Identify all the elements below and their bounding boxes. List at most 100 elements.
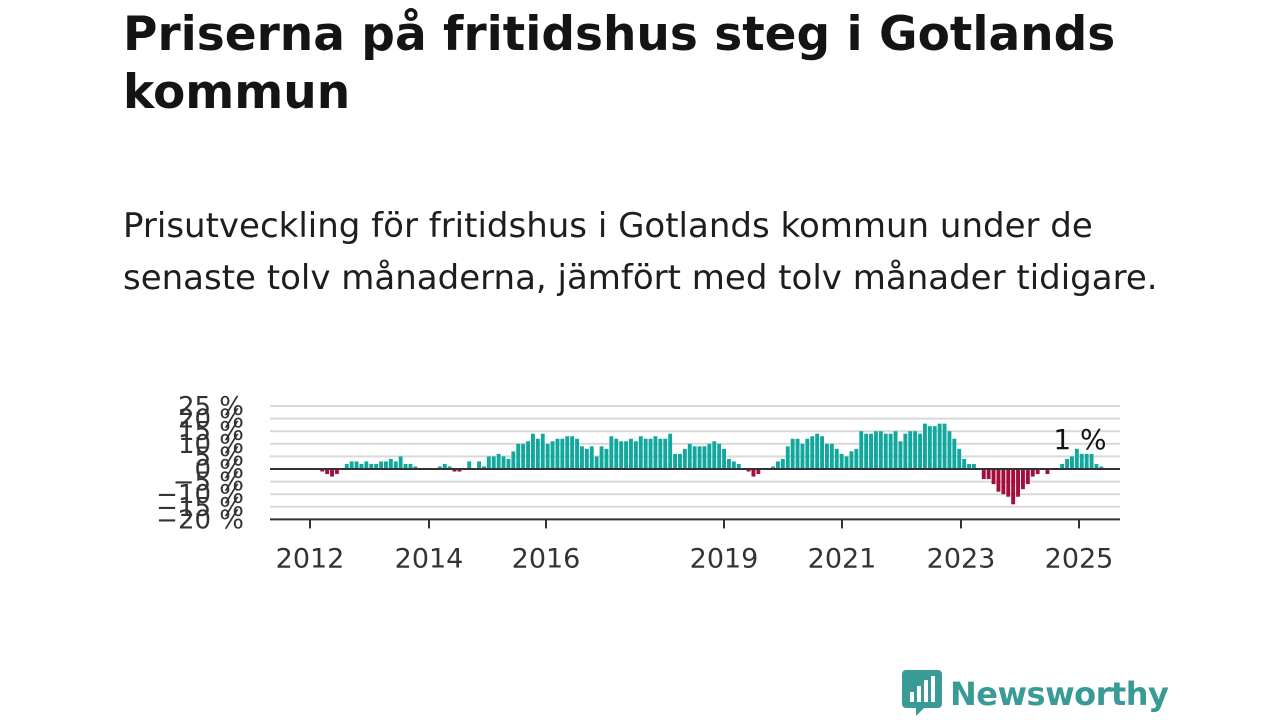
bar	[883, 433, 888, 469]
bar	[829, 443, 834, 469]
bar	[795, 438, 800, 469]
bar	[888, 433, 893, 469]
bar	[1030, 469, 1035, 477]
bar	[692, 446, 697, 469]
bar	[511, 451, 516, 469]
bar	[800, 443, 805, 469]
bar	[1079, 453, 1084, 469]
bar	[844, 456, 849, 469]
bar	[408, 463, 413, 469]
bar	[859, 431, 864, 469]
bar	[736, 463, 741, 469]
bar	[384, 461, 388, 469]
bar	[398, 456, 403, 469]
bar	[1035, 469, 1040, 475]
latest-value-annotation: 1 %	[1053, 423, 1106, 456]
bar	[972, 463, 976, 469]
bar	[785, 446, 790, 469]
y-tick-label: 5 %	[194, 442, 244, 472]
bar	[854, 448, 859, 469]
bar	[599, 446, 604, 469]
bar	[643, 438, 648, 469]
bar	[927, 426, 932, 469]
bar	[942, 423, 947, 469]
bar	[1099, 466, 1104, 469]
bar	[815, 433, 820, 469]
y-tick-label: 25 %	[178, 392, 244, 422]
bar	[957, 448, 962, 469]
bar	[967, 463, 971, 469]
bar	[702, 446, 707, 469]
bar	[501, 456, 506, 469]
bar	[839, 453, 844, 469]
bar	[364, 461, 369, 469]
bar	[810, 436, 815, 469]
bar	[1094, 463, 1099, 469]
bar	[962, 458, 967, 469]
bar	[731, 461, 736, 469]
bar	[491, 456, 496, 469]
page-title: Priserna på fritidshus steg i Gotlands k…	[123, 7, 1116, 120]
bar	[506, 458, 511, 469]
bar	[1025, 469, 1030, 485]
newsworthy-logo-text: Newsworthy	[950, 675, 1169, 713]
bar	[354, 461, 359, 469]
bar	[614, 438, 619, 469]
y-tick-label: 15 %	[178, 417, 244, 447]
bar	[756, 469, 761, 475]
bar	[580, 446, 584, 469]
bar	[369, 463, 374, 469]
bar	[555, 438, 560, 469]
bar	[550, 441, 555, 469]
bar	[820, 436, 824, 469]
bar	[932, 426, 937, 469]
bar	[687, 443, 692, 469]
bar	[393, 461, 398, 469]
bar	[320, 469, 325, 472]
y-tick-label: −10 %	[156, 480, 244, 510]
bar	[869, 433, 873, 469]
bar	[913, 431, 918, 469]
bar	[805, 438, 810, 469]
bar	[991, 469, 996, 485]
bar	[1045, 469, 1050, 475]
bar	[335, 469, 339, 475]
bar	[751, 469, 756, 477]
bar	[658, 438, 663, 469]
bar	[486, 456, 491, 469]
x-tick-label: 2023	[927, 543, 996, 574]
bar	[898, 441, 903, 469]
bar	[477, 461, 481, 469]
bar	[526, 441, 530, 469]
x-tick-label: 2014	[395, 543, 464, 574]
bar	[531, 433, 535, 469]
bar	[825, 443, 829, 469]
bar	[981, 469, 986, 480]
bar	[1060, 463, 1065, 469]
bar	[1089, 453, 1094, 469]
bar	[496, 453, 501, 469]
bar	[776, 461, 780, 469]
bar	[908, 431, 913, 469]
bar	[609, 436, 614, 469]
bar	[325, 469, 330, 475]
bar	[633, 441, 638, 469]
bar	[663, 438, 668, 469]
bar	[570, 436, 575, 469]
bar	[1074, 448, 1079, 469]
bar	[442, 463, 447, 469]
bar	[878, 431, 883, 469]
bar	[947, 431, 952, 469]
bar	[575, 438, 579, 469]
chart-subtitle: Prisutveckling för fritidshus i Gotlands…	[123, 206, 1158, 298]
bar	[604, 448, 609, 469]
bar	[682, 448, 687, 469]
bar	[624, 441, 628, 469]
bar	[668, 433, 673, 469]
bar	[482, 466, 486, 469]
bar	[790, 438, 795, 469]
bar	[864, 433, 869, 469]
y-tick-label: −5 %	[173, 468, 244, 498]
bar	[1001, 469, 1006, 495]
